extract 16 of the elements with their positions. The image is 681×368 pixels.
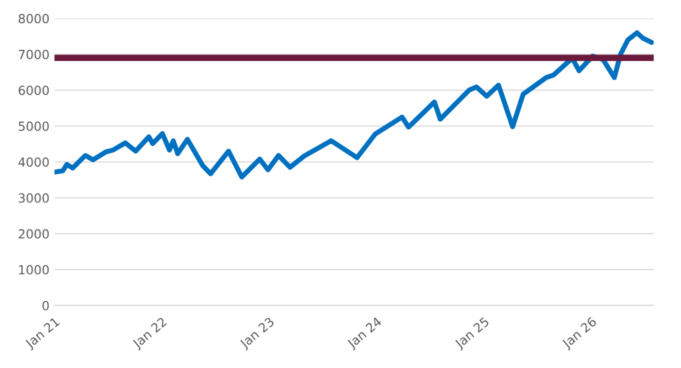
y-tick-label: 7000 (18, 50, 49, 60)
y-tick-label: 8000 (18, 14, 49, 24)
y-tick-label: 5000 (18, 122, 49, 131)
x-tick-label: Jan 21 (24, 316, 62, 351)
y-tick-label: 1000 (19, 265, 49, 274)
x-tick-label: Jan 26 (561, 316, 599, 351)
x-tick-label: Jan 22 (131, 316, 169, 351)
x-tick-label: Jan 23 (238, 316, 276, 351)
y-tick-label: 3000 (18, 193, 49, 203)
y-tick-label: 4000 (18, 157, 49, 167)
y-tick-label: 0 (42, 300, 49, 310)
x-tick-label: Jan 25 (454, 316, 491, 351)
x-tick-label: Jan 24 (346, 316, 384, 351)
line-series (54, 30, 654, 180)
y-tick-label: 2000 (18, 229, 49, 239)
y-tick-label: 6000 (18, 86, 49, 96)
